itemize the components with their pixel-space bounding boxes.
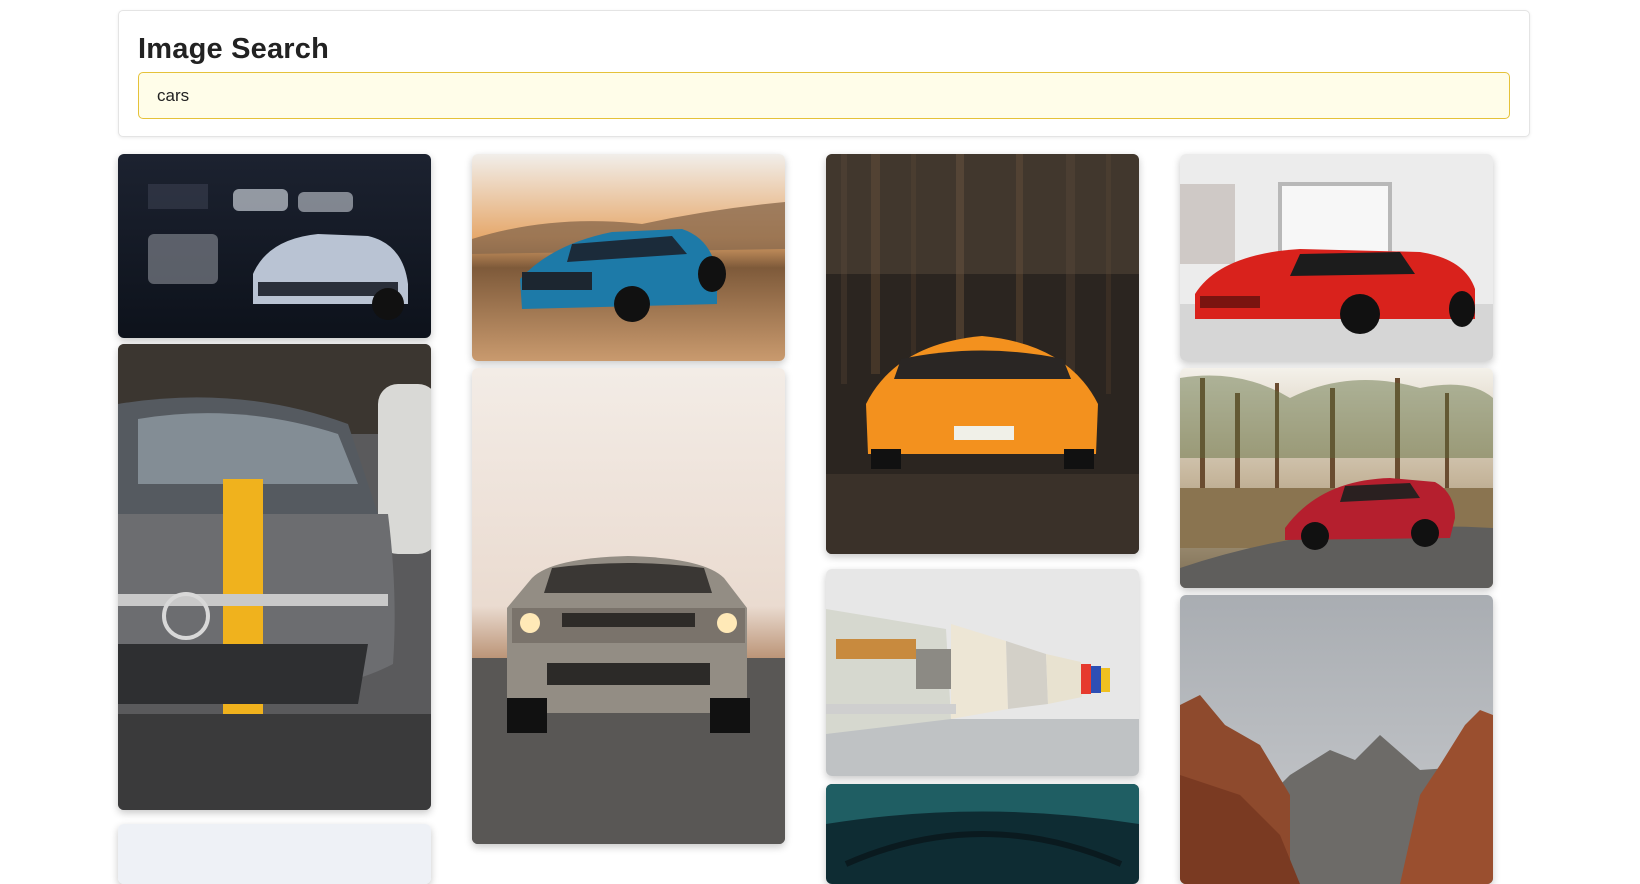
car-photo-icon [826,154,1139,554]
result-image[interactable] [118,344,431,810]
search-panel: Image Search [118,10,1530,137]
search-input[interactable] [138,72,1510,119]
car-photo-icon [1180,154,1493,361]
car-photo-icon [1180,368,1493,588]
car-photo-icon [826,569,1139,776]
result-image[interactable] [118,154,431,338]
result-image[interactable] [1180,154,1493,361]
result-image[interactable] [826,784,1139,884]
photo-icon [826,784,1139,884]
result-image[interactable] [826,569,1139,776]
page-title: Image Search [138,33,329,66]
result-image[interactable] [472,154,785,361]
result-image[interactable] [118,824,431,884]
result-image[interactable] [1180,595,1493,884]
result-image[interactable] [1180,368,1493,588]
car-photo-icon [472,154,785,361]
car-photo-icon [118,154,431,338]
result-image[interactable] [826,154,1139,554]
car-photo-icon [118,344,431,810]
car-photo-icon [472,368,785,844]
result-image[interactable] [472,368,785,844]
photo-icon [118,824,431,884]
photo-icon [1180,595,1493,884]
